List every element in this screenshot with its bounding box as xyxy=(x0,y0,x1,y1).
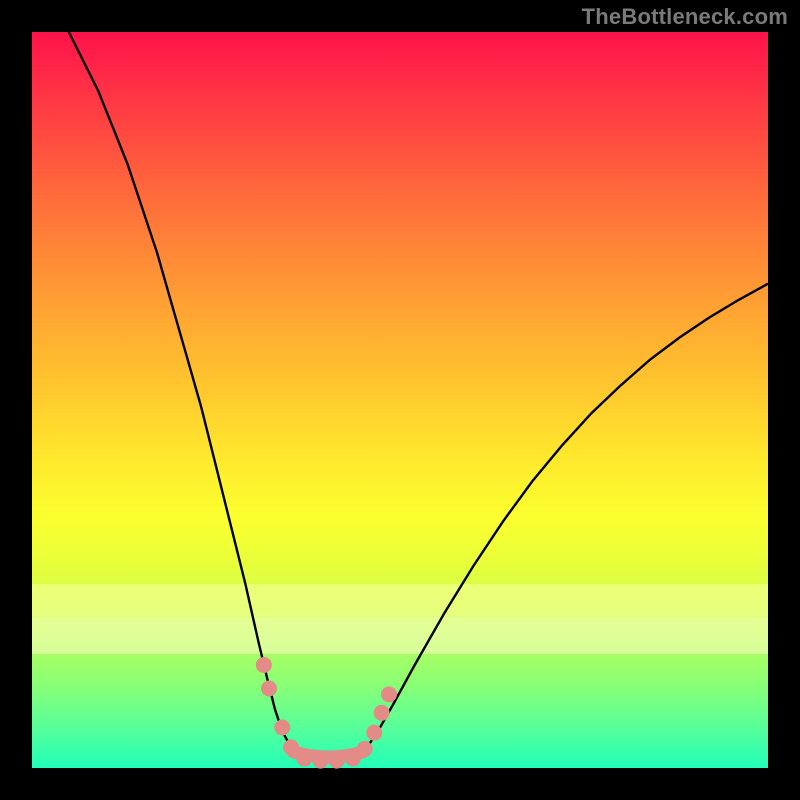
annotation-dot-9 xyxy=(366,725,382,741)
chart-container: TheBottleneck.com xyxy=(0,0,800,800)
pale-band-0 xyxy=(32,584,768,617)
annotation-dot-3 xyxy=(283,739,299,755)
annotation-dot-2 xyxy=(274,720,290,736)
annotation-dot-4 xyxy=(296,750,312,766)
annotation-dot-0 xyxy=(256,657,272,673)
annotation-dot-1 xyxy=(261,681,277,697)
watermark-text: TheBottleneck.com xyxy=(582,4,788,30)
pale-band-1 xyxy=(32,617,768,654)
bottleneck-chart xyxy=(0,0,800,800)
annotation-dot-8 xyxy=(357,741,373,757)
plot-gradient xyxy=(32,32,768,768)
annotation-dot-6 xyxy=(329,753,345,769)
annotation-dot-11 xyxy=(381,686,397,702)
annotation-dot-5 xyxy=(313,753,329,769)
annotation-dot-10 xyxy=(374,705,390,721)
